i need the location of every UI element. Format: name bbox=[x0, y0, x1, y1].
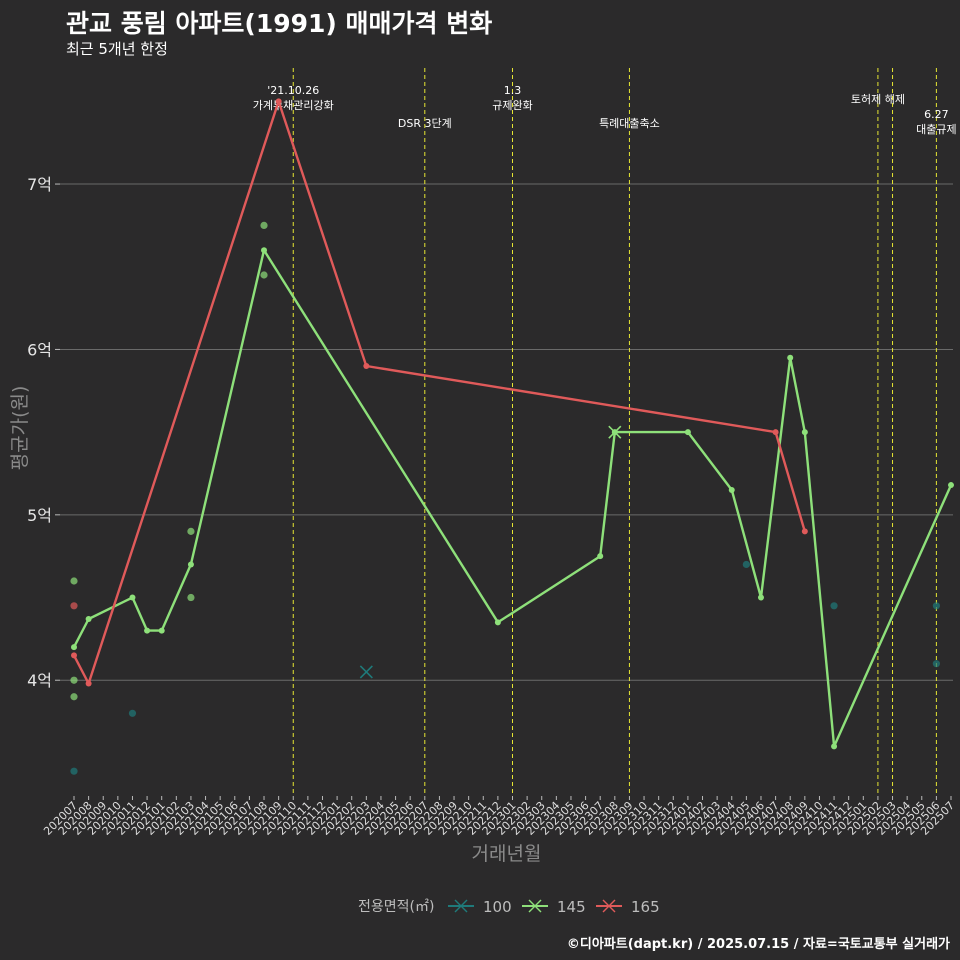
series-point-145 bbox=[801, 429, 808, 436]
series-point-145 bbox=[261, 247, 268, 254]
chart-subtitle: 최근 5개년 한정 bbox=[66, 40, 168, 58]
event-annotation: 규제완화 bbox=[492, 99, 532, 112]
event-annotation: 토허제 해제 bbox=[851, 92, 905, 106]
event-annotation: DSR 3단계 bbox=[398, 117, 452, 130]
legend-key-145 bbox=[528, 899, 542, 913]
legend-label-145: 145 bbox=[557, 898, 586, 916]
series-point-165 bbox=[275, 98, 282, 105]
series-point-165 bbox=[71, 652, 77, 659]
event-annotation: 가계부채관리강화 bbox=[253, 99, 334, 112]
scatter-point-145 bbox=[187, 527, 195, 535]
series-point-145 bbox=[948, 482, 954, 489]
series-point-145 bbox=[728, 487, 735, 494]
legend-title: 전용면적(㎡) bbox=[358, 899, 434, 915]
event-annotation: 대출규제 bbox=[916, 123, 956, 136]
series-point-145 bbox=[597, 553, 604, 560]
event-annotation: 1.3 bbox=[504, 84, 522, 97]
scatter-point-100 bbox=[742, 560, 750, 569]
event-annotation: 특례대출축소 bbox=[599, 117, 660, 130]
series-point-145 bbox=[757, 594, 764, 601]
series-point-145 bbox=[129, 594, 136, 601]
scatter-point-145 bbox=[70, 577, 78, 585]
x-axis-title: 거래년월 bbox=[472, 843, 542, 865]
series-point-165 bbox=[801, 528, 808, 535]
scatter-point-145 bbox=[187, 593, 195, 602]
legend-key-100 bbox=[454, 899, 468, 913]
scatter-point-145 bbox=[260, 271, 268, 279]
chart-title: 관교 풍림 아파트(1991) 매매가격 변화 bbox=[66, 9, 493, 38]
series-point-145 bbox=[144, 627, 151, 634]
series-point-145 bbox=[831, 743, 838, 750]
series-point-165 bbox=[772, 429, 779, 436]
series-point-145 bbox=[494, 619, 501, 626]
scatter-point-100 bbox=[932, 660, 940, 668]
cross-marker-145 bbox=[608, 425, 622, 439]
series-line-165 bbox=[72, 100, 806, 685]
y-tick-label: 7억 bbox=[27, 175, 52, 194]
series-point-165 bbox=[85, 680, 92, 687]
series-point-145 bbox=[85, 616, 92, 623]
legend-key-165 bbox=[602, 899, 616, 913]
scatter-point-145 bbox=[70, 676, 78, 684]
scatter-point-145 bbox=[70, 693, 78, 701]
series-point-145 bbox=[71, 644, 77, 651]
series-point-145 bbox=[684, 429, 691, 436]
y-axis-title: 평균가(원) bbox=[9, 386, 31, 471]
scatter-point-165 bbox=[70, 602, 78, 610]
scatter-point-100 bbox=[70, 767, 78, 775]
legend-label-165: 165 bbox=[631, 898, 660, 916]
scatter-point-100 bbox=[830, 602, 838, 610]
series-point-165 bbox=[363, 362, 370, 369]
legend-label-100: 100 bbox=[483, 898, 512, 916]
event-annotation: '21.10.26 bbox=[267, 84, 319, 97]
series-point-145 bbox=[187, 561, 194, 568]
cross-marker-100 bbox=[359, 665, 373, 679]
series-point-145 bbox=[787, 354, 794, 361]
source-caption: ©디아파트(dapt.kr) / 2025.07.15 / 자료=국토교통부 실… bbox=[566, 937, 950, 952]
event-annotation: 6.27 bbox=[924, 108, 949, 121]
series-point-145 bbox=[158, 627, 165, 634]
y-tick-label: 4억 bbox=[27, 671, 52, 690]
scatter-point-145 bbox=[260, 221, 268, 229]
y-tick-label: 5억 bbox=[27, 506, 52, 525]
y-tick-label: 6억 bbox=[27, 340, 52, 359]
scatter-point-100 bbox=[932, 602, 940, 610]
scatter-point-100 bbox=[128, 709, 137, 717]
